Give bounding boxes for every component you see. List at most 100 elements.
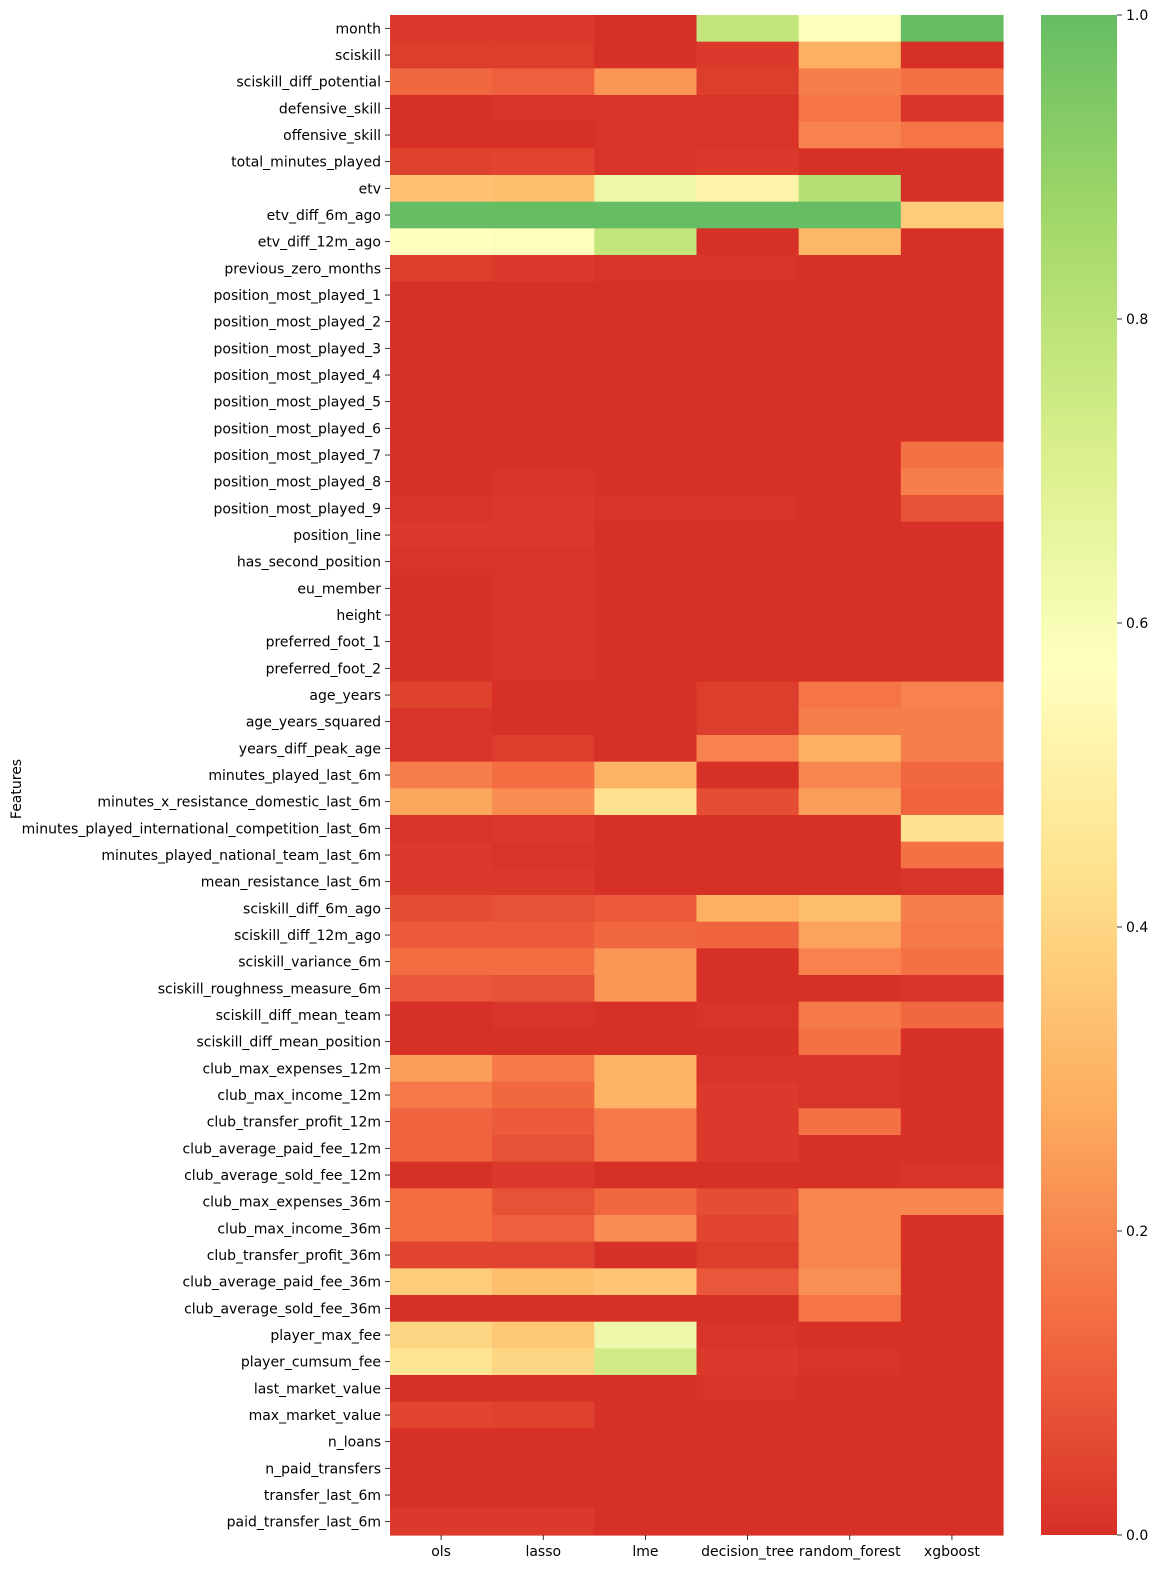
- heatmap-cell: [390, 1001, 493, 1029]
- heatmap-cell: [594, 1321, 698, 1349]
- heatmap-cell: [492, 468, 595, 496]
- heatmap-cell: [390, 815, 493, 843]
- heatmap-cell: [492, 1268, 595, 1296]
- heatmap-cell: [696, 1001, 800, 1029]
- heatmap-cell: [900, 68, 1004, 96]
- row-label: etv_diff_6m_ago: [267, 208, 381, 224]
- heatmap-cell: [390, 841, 493, 869]
- heatmap-cell: [390, 201, 493, 229]
- heatmap-cell: [696, 841, 800, 869]
- heatmap-cell: [798, 1348, 902, 1376]
- row-label: club_max_expenses_36m: [202, 1195, 381, 1211]
- heatmap-cell: [492, 1161, 595, 1189]
- heatmap-cell: [696, 1161, 800, 1189]
- heatmap-cell: [390, 948, 493, 976]
- heatmap-cell: [492, 975, 595, 1003]
- heatmap-cell: [390, 1188, 493, 1216]
- heatmap-cell: [492, 1481, 595, 1509]
- heatmap-cell: [900, 1508, 1004, 1536]
- heatmap-cell: [798, 1508, 902, 1536]
- heatmap-cell: [492, 308, 595, 336]
- heatmap-cell: [390, 1108, 493, 1136]
- heatmap-cell: [696, 415, 800, 443]
- heatmap-cell: [492, 1055, 595, 1083]
- heatmap-cell: [798, 655, 902, 683]
- heatmap-cell: [798, 1295, 902, 1323]
- row-label: last_market_value: [254, 1381, 381, 1397]
- row-label: offensive_skill: [283, 128, 381, 144]
- heatmap-cell: [696, 761, 800, 789]
- heatmap-cell: [900, 521, 1004, 549]
- heatmap-cell: [798, 548, 902, 576]
- heatmap-cell: [492, 175, 595, 203]
- column-label: lasso: [525, 1544, 561, 1560]
- heatmap-cell: [594, 335, 698, 363]
- heatmap-cell: [492, 1508, 595, 1536]
- row-label: sciskill_roughness_measure_6m: [158, 981, 381, 997]
- row-label: sciskill_diff_6m_ago: [243, 901, 381, 917]
- heatmap-cell: [492, 415, 595, 443]
- heatmap-cell: [492, 788, 595, 816]
- heatmap-cell: [900, 1348, 1004, 1376]
- row-label: sciskill_diff_12m_ago: [234, 928, 381, 944]
- heatmap-cell: [696, 388, 800, 416]
- heatmap-cell: [798, 95, 902, 123]
- row-label: player_max_fee: [270, 1328, 381, 1344]
- heatmap-cell: [696, 1188, 800, 1216]
- heatmap-cell: [798, 308, 902, 336]
- heatmap-cell: [390, 681, 493, 709]
- heatmap-cell: [594, 415, 698, 443]
- heatmap-cell: [900, 1455, 1004, 1483]
- heatmap-cell: [594, 1401, 698, 1429]
- heatmap-cell: [900, 975, 1004, 1003]
- heatmap-cell: [900, 1401, 1004, 1429]
- row-label: minutes_x_resistance_domestic_last_6m: [97, 795, 381, 811]
- heatmap-cell: [696, 228, 800, 256]
- colorbar: 0.0 0.2 0.4 0.6 0.8 1.0: [1041, 8, 1148, 1544]
- column-label: lme: [632, 1544, 658, 1560]
- heatmap-cell: [900, 895, 1004, 923]
- heatmap-cell: [696, 495, 800, 523]
- heatmap-cell: [594, 841, 698, 869]
- heatmap-cell: [594, 495, 698, 523]
- heatmap-cell: [798, 575, 902, 603]
- heatmap-cell: [900, 948, 1004, 976]
- colorbar-tick-label: 0.0: [1126, 1528, 1148, 1544]
- heatmap-cell: [798, 1215, 902, 1243]
- heatmap-cell: [492, 521, 595, 549]
- heatmap-cell: [390, 655, 493, 683]
- heatmap-cells: [390, 15, 1004, 1536]
- heatmap-cell: [594, 1215, 698, 1243]
- heatmap-cell: [492, 41, 595, 69]
- heatmap-cell: [798, 708, 902, 736]
- heatmap-cell: [594, 1188, 698, 1216]
- heatmap-cell: [798, 1028, 902, 1056]
- heatmap-cell: [900, 1081, 1004, 1109]
- heatmap-cell: [696, 335, 800, 363]
- heatmap-cell: [390, 1081, 493, 1109]
- heatmap-cell: [798, 468, 902, 496]
- heatmap-cell: [390, 628, 493, 656]
- row-label: club_average_paid_fee_36m: [182, 1275, 381, 1291]
- heatmap-cell: [798, 148, 902, 176]
- heatmap-cell: [900, 681, 1004, 709]
- heatmap-cell: [696, 788, 800, 816]
- row-label: position_most_played_8: [214, 475, 382, 491]
- heatmap-cell: [798, 521, 902, 549]
- heatmap-cell: [696, 815, 800, 843]
- heatmap-cell: [696, 361, 800, 389]
- heatmap-cell: [492, 201, 595, 229]
- heatmap-cell: [492, 495, 595, 523]
- heatmap-cell: [798, 121, 902, 149]
- heatmap-cell: [900, 868, 1004, 896]
- heatmap-cell: [798, 281, 902, 309]
- row-label: transfer_last_6m: [264, 1488, 381, 1504]
- heatmap-cell: [900, 121, 1004, 149]
- heatmap-cell: [594, 1508, 698, 1536]
- heatmap-cell: [390, 1295, 493, 1323]
- column-label: xgboost: [924, 1544, 980, 1560]
- row-label: age_years_squared: [246, 715, 381, 731]
- row-label: position_most_played_1: [214, 288, 382, 304]
- row-label: sciskill_diff_potential: [236, 75, 381, 91]
- row-label: month: [336, 21, 381, 37]
